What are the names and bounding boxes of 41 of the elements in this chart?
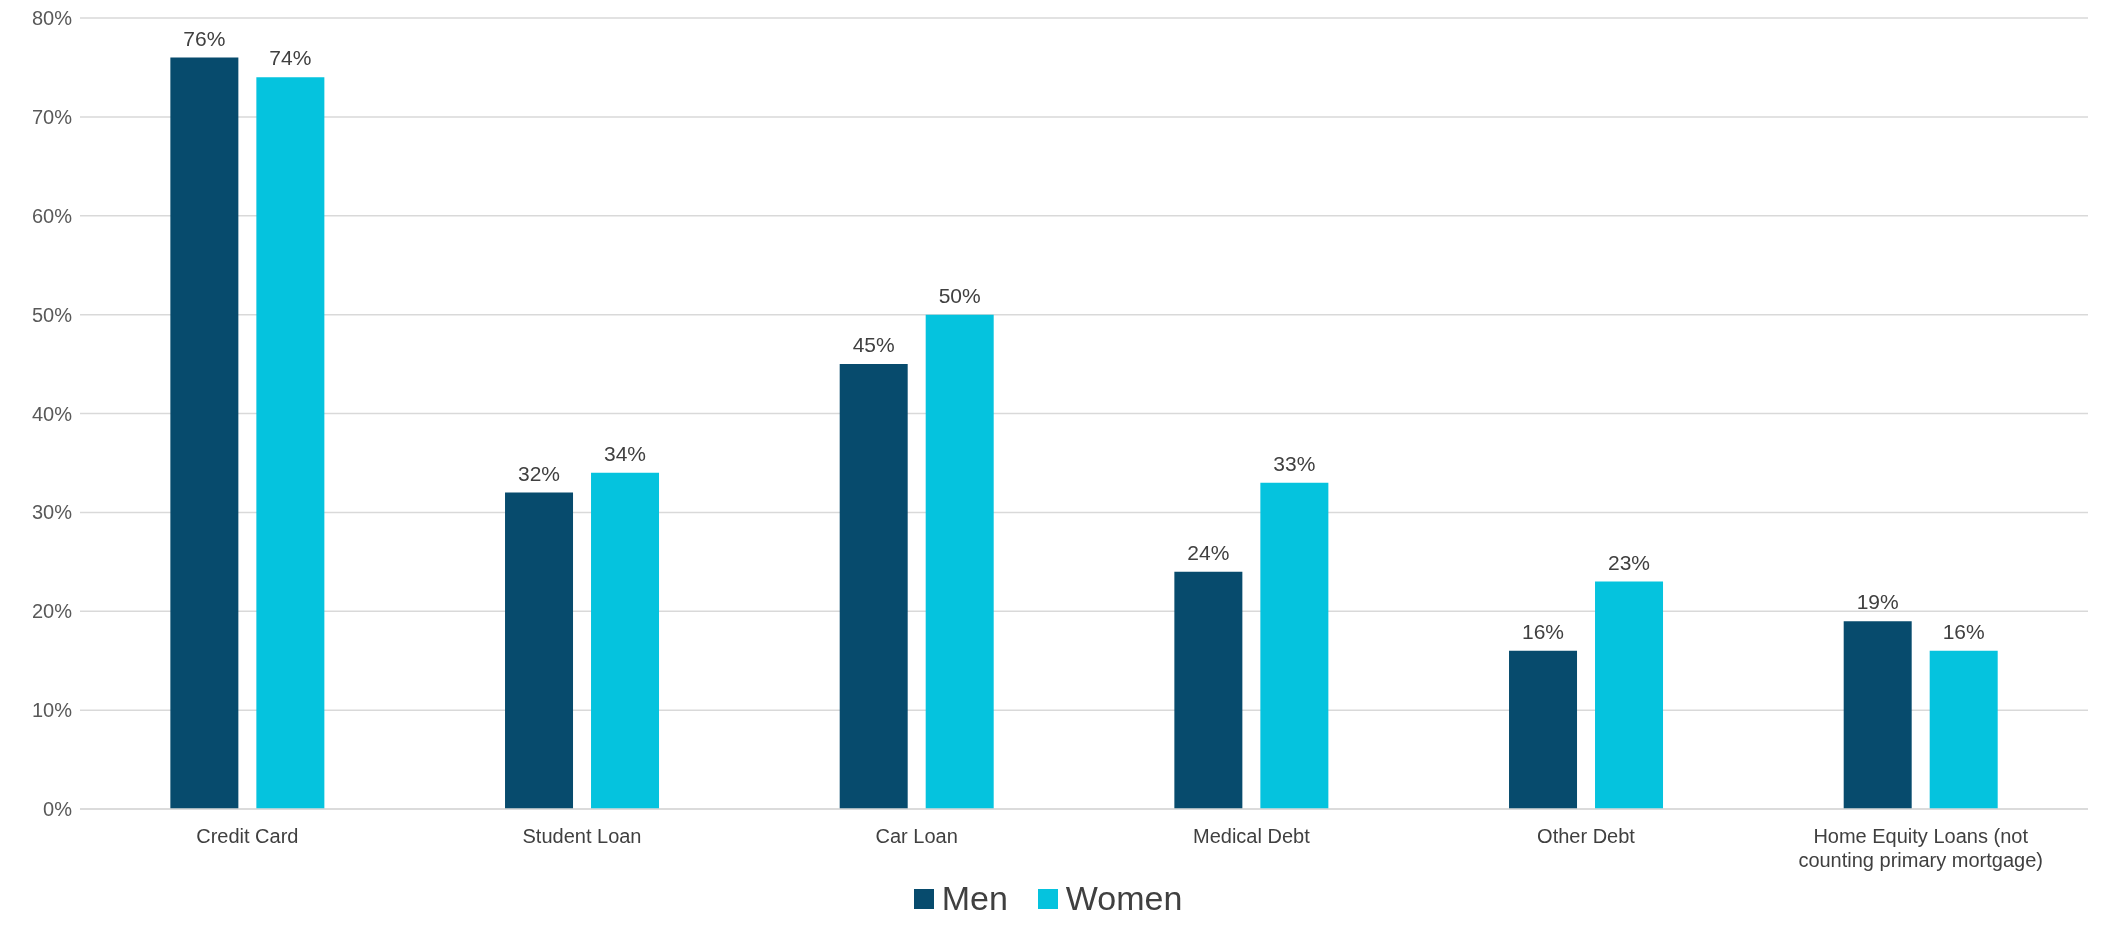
data-label: 76% <box>183 26 226 50</box>
bar <box>1260 482 1329 809</box>
legend-label: Men <box>941 879 1008 918</box>
y-tick-label: 80% <box>31 7 73 30</box>
bar <box>591 472 660 809</box>
bar <box>1174 571 1243 809</box>
data-label: 24% <box>1187 540 1230 564</box>
bar <box>839 364 908 809</box>
x-tick-label: Other Debt <box>1537 825 1636 847</box>
data-label: 32% <box>518 461 561 485</box>
y-tick-label: 20% <box>31 600 73 623</box>
bar <box>256 77 325 809</box>
data-label: 23% <box>1608 550 1651 574</box>
data-label: 50% <box>938 283 981 307</box>
data-label: 34% <box>604 441 647 465</box>
legend-label: Women <box>1065 879 1183 918</box>
bar <box>1509 650 1578 809</box>
bar <box>1843 621 1912 809</box>
x-tick-label: Medical Debt <box>1192 825 1311 847</box>
data-label: 33% <box>1273 451 1316 475</box>
data-label: 19% <box>1856 590 1899 614</box>
y-tick-label: 60% <box>31 204 73 227</box>
data-label: 45% <box>852 333 895 357</box>
y-tick-label: 0% <box>43 798 73 821</box>
bar <box>1595 581 1664 809</box>
x-tick-label: Car Loan <box>875 825 958 847</box>
x-tick-label: Credit Card <box>196 825 299 847</box>
bar <box>170 57 239 809</box>
y-tick-label: 30% <box>31 501 73 524</box>
data-label: 74% <box>269 46 312 70</box>
bar <box>505 492 574 809</box>
y-tick-label: 40% <box>31 402 73 425</box>
bar <box>1929 650 1998 809</box>
y-tick-label: 50% <box>31 303 73 326</box>
bar <box>925 314 994 809</box>
data-label: 16% <box>1942 619 1985 643</box>
y-tick-label: 70% <box>31 105 73 128</box>
x-tick-label: Student Loan <box>522 825 642 847</box>
x-tick-label: Home Equity Loans (not counting primary mortgage) <box>1798 825 2043 871</box>
y-tick-label: 10% <box>31 699 73 722</box>
data-label: 16% <box>1522 619 1565 643</box>
